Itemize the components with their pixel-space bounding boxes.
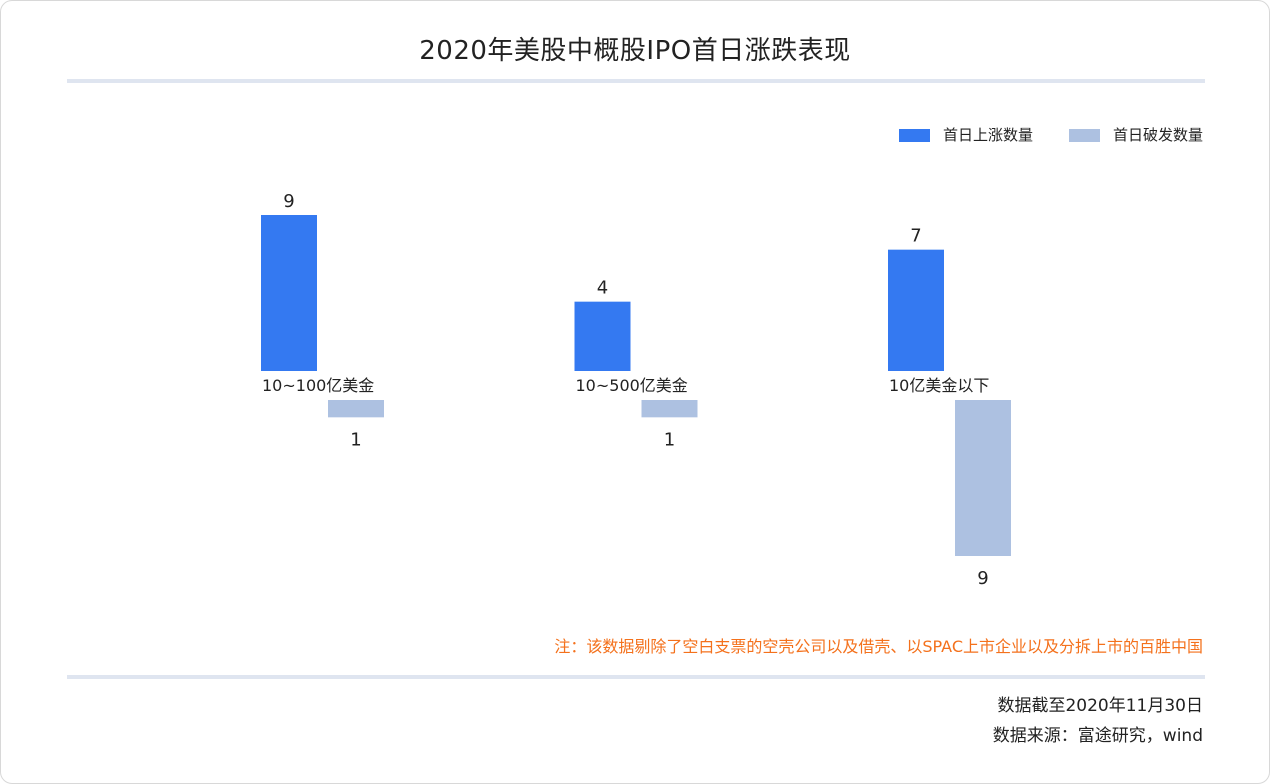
first-day-rise-bar	[888, 249, 944, 371]
data-as-of: 数据截至2020年11月30日	[997, 696, 1203, 716]
legend-swatch-first-day-rise	[898, 128, 930, 142]
first-day-break-value-label: 9	[977, 568, 988, 589]
category-label: 10亿美金以下	[889, 376, 989, 395]
first-day-rise-value-label: 7	[910, 226, 921, 247]
legend-swatch-first-day-break	[1068, 128, 1100, 142]
first-day-rise-bar	[574, 301, 631, 371]
legend-item-first-day-break: 首日破发数量	[1068, 125, 1203, 145]
legend: 首日上涨数量 首日破发数量	[898, 125, 1203, 145]
title-divider	[67, 79, 1205, 83]
legend-item-first-day-rise: 首日上涨数量	[898, 125, 1033, 145]
chart-footer: 数据截至2020年11月30日 数据来源：富途研究，wind	[993, 691, 1203, 751]
chart-title: 2020年美股中概股IPO首日涨跌表现	[419, 36, 851, 66]
first-day-break-value-label: 1	[664, 429, 675, 450]
legend-label-first-day-rise: 首日上涨数量	[942, 126, 1033, 144]
first-day-rise-value-label: 9	[283, 191, 294, 212]
chart-note: 注：该数据剔除了空白支票的空壳公司以及借壳、以SPAC上市企业以及分拆上市的百胜…	[554, 637, 1203, 656]
first-day-break-value-label: 1	[350, 429, 361, 450]
first-day-break-bar	[641, 400, 698, 418]
footer-divider	[67, 675, 1205, 679]
first-day-rise-bar	[261, 215, 317, 371]
category-label: 10~500亿美金	[576, 376, 688, 395]
legend-label-first-day-break: 首日破发数量	[1112, 126, 1203, 144]
category-label: 10~100亿美金	[262, 376, 374, 395]
data-source: 数据来源：富途研究，wind	[992, 726, 1203, 746]
first-day-break-bar	[955, 400, 1011, 556]
first-day-break-bar	[328, 400, 384, 418]
first-day-rise-value-label: 4	[597, 278, 608, 299]
